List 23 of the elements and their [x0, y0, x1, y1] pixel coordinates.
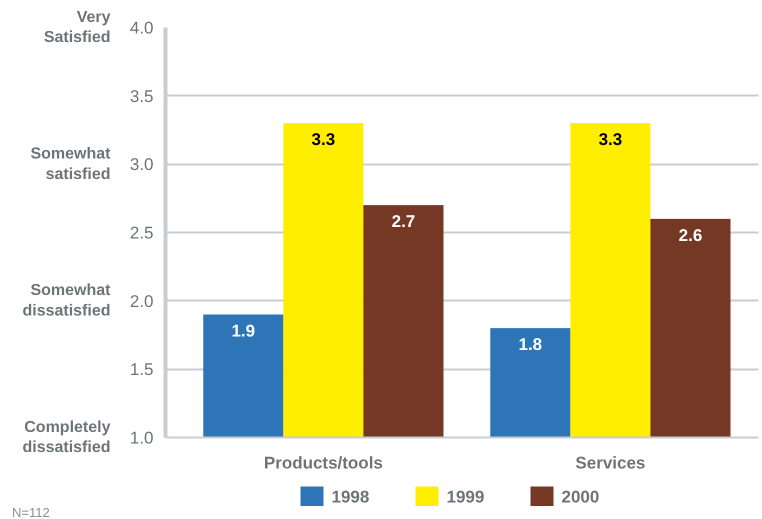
- data-label: 1.9: [231, 322, 256, 340]
- x-tick-label: Services: [575, 454, 646, 472]
- legend-label: 2000: [562, 488, 600, 506]
- text: Somewhat satisfied: [30, 145, 112, 183]
- y-tick-label: 1.0: [130, 428, 154, 448]
- data-label: 1.8: [518, 335, 542, 354]
- text: Very Satisfied: [44, 8, 111, 46]
- data-label: 3.3: [598, 130, 622, 150]
- y-tick-label: 2.0: [130, 292, 154, 311]
- data-label: 2.6: [678, 226, 702, 245]
- data-label: 2.7: [392, 212, 416, 232]
- y-tick-label: 1.5: [130, 360, 154, 380]
- x-tick-label: Products/tools: [264, 454, 383, 472]
- y-tick-label: 2.5: [130, 224, 154, 242]
- data-label: 3.3: [312, 130, 336, 150]
- text: Somewhat dissatisfied: [22, 282, 112, 320]
- legend-label: 1998: [332, 488, 370, 506]
- text: N=112: [12, 505, 50, 519]
- legend-label: 1999: [446, 488, 484, 506]
- text: Completely dissatisfied: [22, 418, 111, 456]
- y-tick-label: 3.5: [130, 86, 154, 106]
- y-tick-label: 4.0: [130, 18, 154, 38]
- y-tick-label: 3.0: [130, 155, 154, 174]
